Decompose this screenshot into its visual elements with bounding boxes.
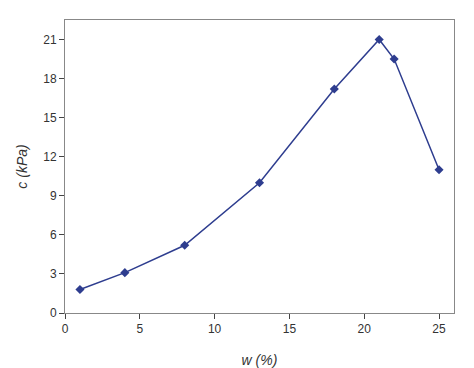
- svg-text:0: 0: [62, 322, 69, 336]
- svg-text:5: 5: [136, 322, 143, 336]
- svg-text:21: 21: [43, 33, 57, 47]
- svg-text:12: 12: [43, 150, 57, 164]
- svg-text:c (kPa): c (kPa): [14, 144, 30, 188]
- svg-text:9: 9: [50, 189, 57, 203]
- svg-text:25: 25: [432, 322, 446, 336]
- svg-text:w (%): w (%): [242, 352, 278, 368]
- svg-text:15: 15: [283, 322, 297, 336]
- svg-text:0: 0: [50, 306, 57, 320]
- svg-text:20: 20: [358, 322, 372, 336]
- svg-text:3: 3: [50, 267, 57, 281]
- svg-text:15: 15: [43, 111, 57, 125]
- svg-text:10: 10: [208, 322, 222, 336]
- svg-text:18: 18: [43, 72, 57, 86]
- svg-text:6: 6: [50, 228, 57, 242]
